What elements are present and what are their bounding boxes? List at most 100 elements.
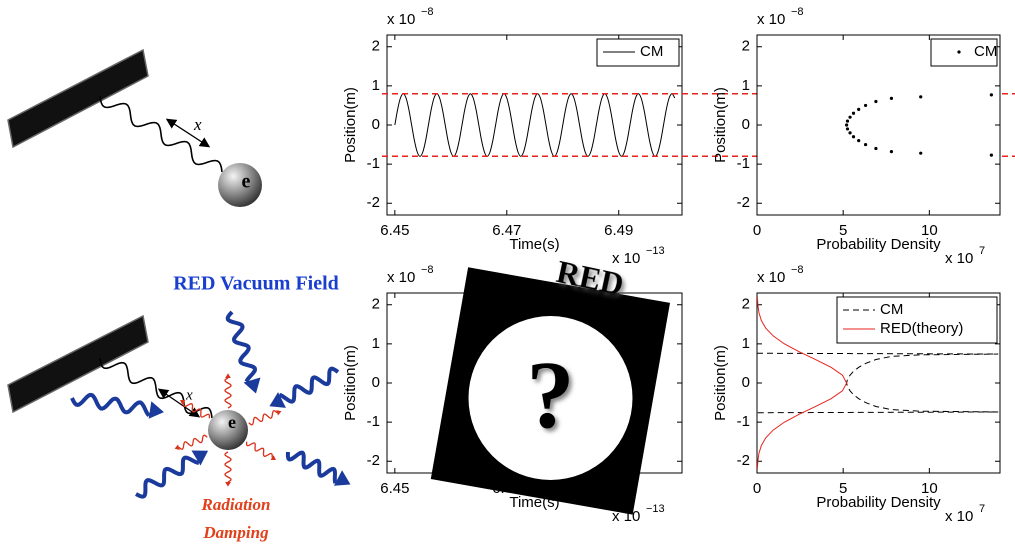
point bbox=[845, 119, 850, 123]
y-exponent: x 10 bbox=[757, 11, 785, 28]
electron-label: e bbox=[228, 412, 236, 432]
point bbox=[919, 95, 923, 99]
point bbox=[874, 99, 878, 104]
point bbox=[848, 115, 852, 119]
displacement-label: x bbox=[193, 115, 202, 134]
illustration: x x RED Vacuum Field Radiation Damping e… bbox=[7, 48, 351, 542]
y-exponent: −8 bbox=[421, 264, 434, 276]
x-tick-label: 0 bbox=[753, 222, 761, 239]
point bbox=[874, 146, 878, 151]
point bbox=[851, 135, 856, 139]
y-tick-label: -2 bbox=[737, 194, 750, 211]
line bbox=[756, 296, 848, 470]
y-tick-label: -1 bbox=[367, 155, 380, 172]
y-tick-label: 1 bbox=[742, 335, 750, 352]
point bbox=[989, 153, 993, 157]
wave-head bbox=[225, 373, 231, 378]
wave-head bbox=[225, 482, 231, 487]
y-tick-label: -2 bbox=[367, 452, 380, 469]
point bbox=[889, 96, 894, 100]
x-exponent: x 10 bbox=[945, 250, 973, 267]
point bbox=[857, 139, 861, 143]
y-axis-label: Position(m) bbox=[342, 87, 359, 163]
wave bbox=[183, 402, 211, 419]
y-tick-label: -1 bbox=[737, 155, 750, 172]
y-axis-label: Position(m) bbox=[712, 345, 729, 421]
y-tick-label: 2 bbox=[742, 296, 750, 313]
wave-head bbox=[191, 450, 209, 466]
displacement-arrow bbox=[157, 388, 201, 418]
wave bbox=[99, 357, 213, 419]
x-tick-label: 6.49 bbox=[604, 222, 633, 239]
y-tick-label: 2 bbox=[742, 38, 750, 55]
y-tick-label: -1 bbox=[367, 413, 380, 430]
y-exponent: x 10 bbox=[387, 11, 415, 28]
y-exponent: x 10 bbox=[757, 269, 785, 286]
overlay-circle bbox=[468, 316, 633, 480]
legend-label: CM bbox=[880, 301, 903, 318]
x-exponent: 7 bbox=[979, 503, 985, 515]
wave-head bbox=[148, 401, 164, 419]
wall bbox=[7, 314, 149, 414]
electron bbox=[218, 163, 262, 207]
point bbox=[863, 103, 868, 108]
wave-head bbox=[174, 444, 180, 450]
y-exponent: −8 bbox=[791, 6, 804, 18]
wave-head bbox=[333, 470, 351, 486]
x-tick-label: 6.45 bbox=[380, 480, 409, 497]
point bbox=[857, 107, 861, 111]
y-exponent: −8 bbox=[791, 264, 804, 276]
y-tick-label: 0 bbox=[372, 374, 380, 391]
x-tick-label: 6.45 bbox=[380, 222, 409, 239]
x-tick-label: 10 bbox=[921, 222, 938, 239]
y-tick-label: 0 bbox=[372, 116, 380, 133]
y-tick-label: 1 bbox=[372, 335, 380, 352]
point bbox=[848, 131, 852, 135]
damping-label: Radiation bbox=[201, 495, 271, 514]
point bbox=[845, 127, 850, 131]
wave-head bbox=[243, 377, 261, 394]
x-exponent: −13 bbox=[646, 245, 665, 257]
x-axis-label: Probability Density bbox=[816, 236, 941, 253]
x-tick-label: 5 bbox=[839, 222, 847, 239]
wave-head bbox=[276, 410, 282, 416]
line bbox=[394, 93, 676, 157]
legend bbox=[836, 296, 998, 344]
wave bbox=[70, 392, 151, 418]
wave bbox=[248, 410, 278, 426]
x-axis-label: Probability Density bbox=[816, 494, 941, 511]
x-exponent: −13 bbox=[646, 503, 665, 515]
legend bbox=[930, 38, 998, 67]
electron bbox=[208, 410, 248, 450]
legend-label: CM bbox=[974, 43, 997, 60]
y-tick-label: -2 bbox=[367, 194, 380, 211]
point bbox=[989, 93, 993, 97]
wave bbox=[245, 441, 273, 458]
wave bbox=[224, 451, 232, 483]
x-exponent: x 10 bbox=[612, 250, 640, 267]
wave bbox=[285, 450, 338, 484]
wave bbox=[225, 310, 258, 383]
legend-label: CM bbox=[640, 43, 663, 60]
point bbox=[863, 142, 868, 147]
x-tick-label: 10 bbox=[921, 480, 938, 497]
point bbox=[919, 151, 923, 155]
field-label: RED Vacuum Field bbox=[173, 273, 339, 295]
damping-label: Damping bbox=[202, 523, 269, 542]
wave bbox=[224, 377, 232, 409]
y-exponent: −8 bbox=[421, 6, 434, 18]
x-tick-label: 6.47 bbox=[492, 222, 521, 239]
y-tick-label: 1 bbox=[372, 77, 380, 94]
y-tick-label: 0 bbox=[742, 374, 750, 391]
x-tick-label: 5 bbox=[839, 480, 847, 497]
y-axis-label: Position(m) bbox=[342, 345, 359, 421]
wave bbox=[135, 455, 200, 499]
y-tick-label: -2 bbox=[737, 452, 750, 469]
wave bbox=[178, 434, 208, 450]
wave bbox=[278, 366, 340, 404]
wave-head bbox=[269, 392, 286, 408]
wave-head bbox=[180, 400, 186, 405]
x-axis-label: Time(s) bbox=[509, 236, 559, 253]
electron-label: e bbox=[242, 171, 251, 193]
